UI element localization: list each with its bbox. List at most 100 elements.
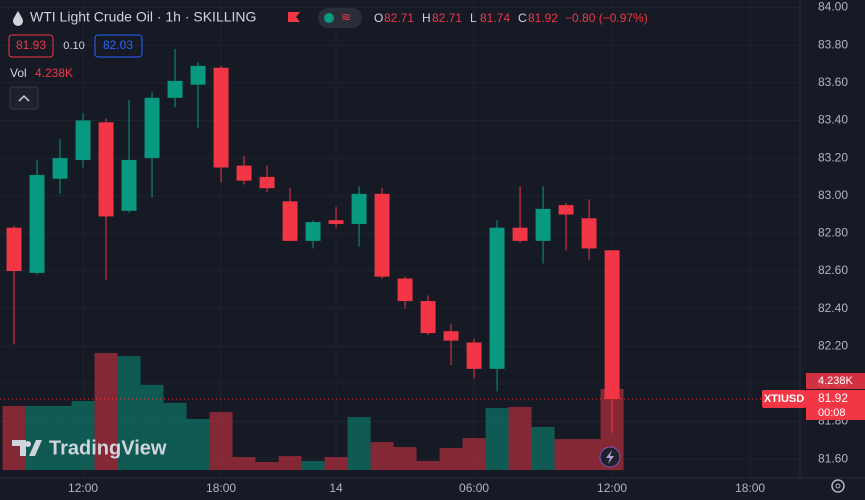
volume-layer xyxy=(2,353,624,470)
change: −0.80 (−0.97%) xyxy=(565,11,648,25)
watermark: TradingView xyxy=(12,437,167,459)
x-tick-label: 18:00 xyxy=(206,481,236,495)
volume-bar xyxy=(232,457,256,470)
candle-body xyxy=(6,227,22,271)
volume-bar xyxy=(416,461,440,470)
candle-body xyxy=(466,342,482,369)
ohlc-key: O xyxy=(374,11,383,25)
ohlc-value: 81.92 xyxy=(528,11,558,25)
y-tick-label: 83.20 xyxy=(818,150,848,164)
x-tick-label: 18:00 xyxy=(735,481,765,495)
candle-body xyxy=(29,175,45,273)
candle-body xyxy=(236,165,252,181)
candle-body xyxy=(581,218,597,249)
sell-button[interactable] xyxy=(8,34,54,58)
volume-bar xyxy=(370,442,394,470)
volume-bar xyxy=(324,457,348,470)
countdown: 00:08 xyxy=(818,407,846,419)
candle-body xyxy=(535,208,551,241)
volume-bar xyxy=(209,412,233,470)
volume-bar xyxy=(186,418,210,470)
y-tick-label: 83.00 xyxy=(818,188,848,202)
candle-body xyxy=(558,205,574,215)
y-tick-label: 82.40 xyxy=(818,301,848,315)
ohlc-legend: O 82.71 H 82.71 L 81.74 C 81.92 xyxy=(374,11,558,25)
y-tick-label: 83.40 xyxy=(818,113,848,127)
volume-bar xyxy=(485,408,509,470)
ohlc-value: 82.71 xyxy=(432,11,462,25)
candle-body xyxy=(397,278,413,302)
candle-layer xyxy=(0,48,800,433)
volume-bar xyxy=(554,439,578,470)
candle-body xyxy=(144,97,160,159)
ohlc-value: 82.71 xyxy=(384,11,414,25)
candle-body xyxy=(282,201,298,241)
volume-bar xyxy=(439,448,463,470)
y-tick-label: 84.00 xyxy=(818,0,848,14)
volume-bar xyxy=(117,356,141,470)
x-tick-label: 12:00 xyxy=(597,481,627,495)
y-tick-label: 82.60 xyxy=(818,263,848,277)
volume-badge-label: 4.238K xyxy=(818,375,854,387)
volume-value: 4.238K xyxy=(35,66,73,80)
candle-body xyxy=(489,227,505,369)
price-badge xyxy=(806,389,865,420)
candle-body xyxy=(512,227,528,241)
candle-body xyxy=(98,122,114,217)
spread: 0.10 xyxy=(63,40,84,52)
candle-body xyxy=(167,80,183,98)
candle-body xyxy=(305,222,321,241)
volume-bar xyxy=(25,405,49,470)
volume-bar xyxy=(508,406,532,470)
volume-bar xyxy=(94,353,118,470)
candle-body xyxy=(604,250,620,399)
candle-body xyxy=(52,158,68,179)
volume-bar xyxy=(255,461,279,470)
ohlc-key: H xyxy=(422,11,431,25)
x-tick-label: 14 xyxy=(329,481,343,495)
volume-bar xyxy=(577,439,601,470)
candle-body xyxy=(121,159,137,211)
buy-button[interactable] xyxy=(94,34,143,58)
y-tick-label: 82.20 xyxy=(818,338,848,352)
candle-body xyxy=(328,220,344,224)
market-open-dot xyxy=(324,13,334,23)
candle-body xyxy=(190,65,206,85)
symbol-badge xyxy=(762,389,806,408)
volume-bar xyxy=(462,438,486,470)
candle-body xyxy=(259,176,275,189)
symbol-icon xyxy=(13,11,23,26)
sell-price[interactable]: 81.93 xyxy=(16,38,46,52)
volume-bar xyxy=(393,447,417,470)
volume-key: Vol xyxy=(10,66,27,80)
candle-body xyxy=(75,120,91,160)
flag-icon[interactable] xyxy=(288,12,300,22)
symbol-label: XTIUSD xyxy=(764,393,804,405)
x-tick-label: 06:00 xyxy=(459,481,489,495)
volume-badge xyxy=(806,372,865,389)
volume-bar xyxy=(278,456,302,470)
volume-bar xyxy=(71,400,95,470)
collapse-button[interactable] xyxy=(9,86,39,110)
buy-price[interactable]: 82.03 xyxy=(103,38,133,52)
volume-bar xyxy=(347,417,371,470)
settings-button[interactable] xyxy=(831,479,845,493)
price-badge-label: 81.92 xyxy=(818,391,848,405)
axes: 81.6081.8082.0082.2082.4082.6082.8083.00… xyxy=(68,0,865,495)
y-tick-label: 81.60 xyxy=(818,451,848,465)
volume-bar xyxy=(163,402,187,470)
volume-bar xyxy=(531,426,555,470)
x-tick-label: 12:00 xyxy=(68,481,98,495)
waves-icon: ≋ xyxy=(341,10,351,24)
ohlc-value: 81.74 xyxy=(480,11,510,25)
y-tick-label: 83.80 xyxy=(818,37,848,51)
ohlc-key: C xyxy=(518,11,527,25)
chart-title: WTI Light Crude Oil · 1h · SKILLING xyxy=(30,9,256,25)
candle-body xyxy=(374,193,390,277)
y-tick-label: 82.80 xyxy=(818,226,848,240)
candle-body xyxy=(420,301,436,334)
lightning-icon xyxy=(606,450,614,464)
y-tick-label: 83.60 xyxy=(818,75,848,89)
volume-bar xyxy=(301,461,325,470)
